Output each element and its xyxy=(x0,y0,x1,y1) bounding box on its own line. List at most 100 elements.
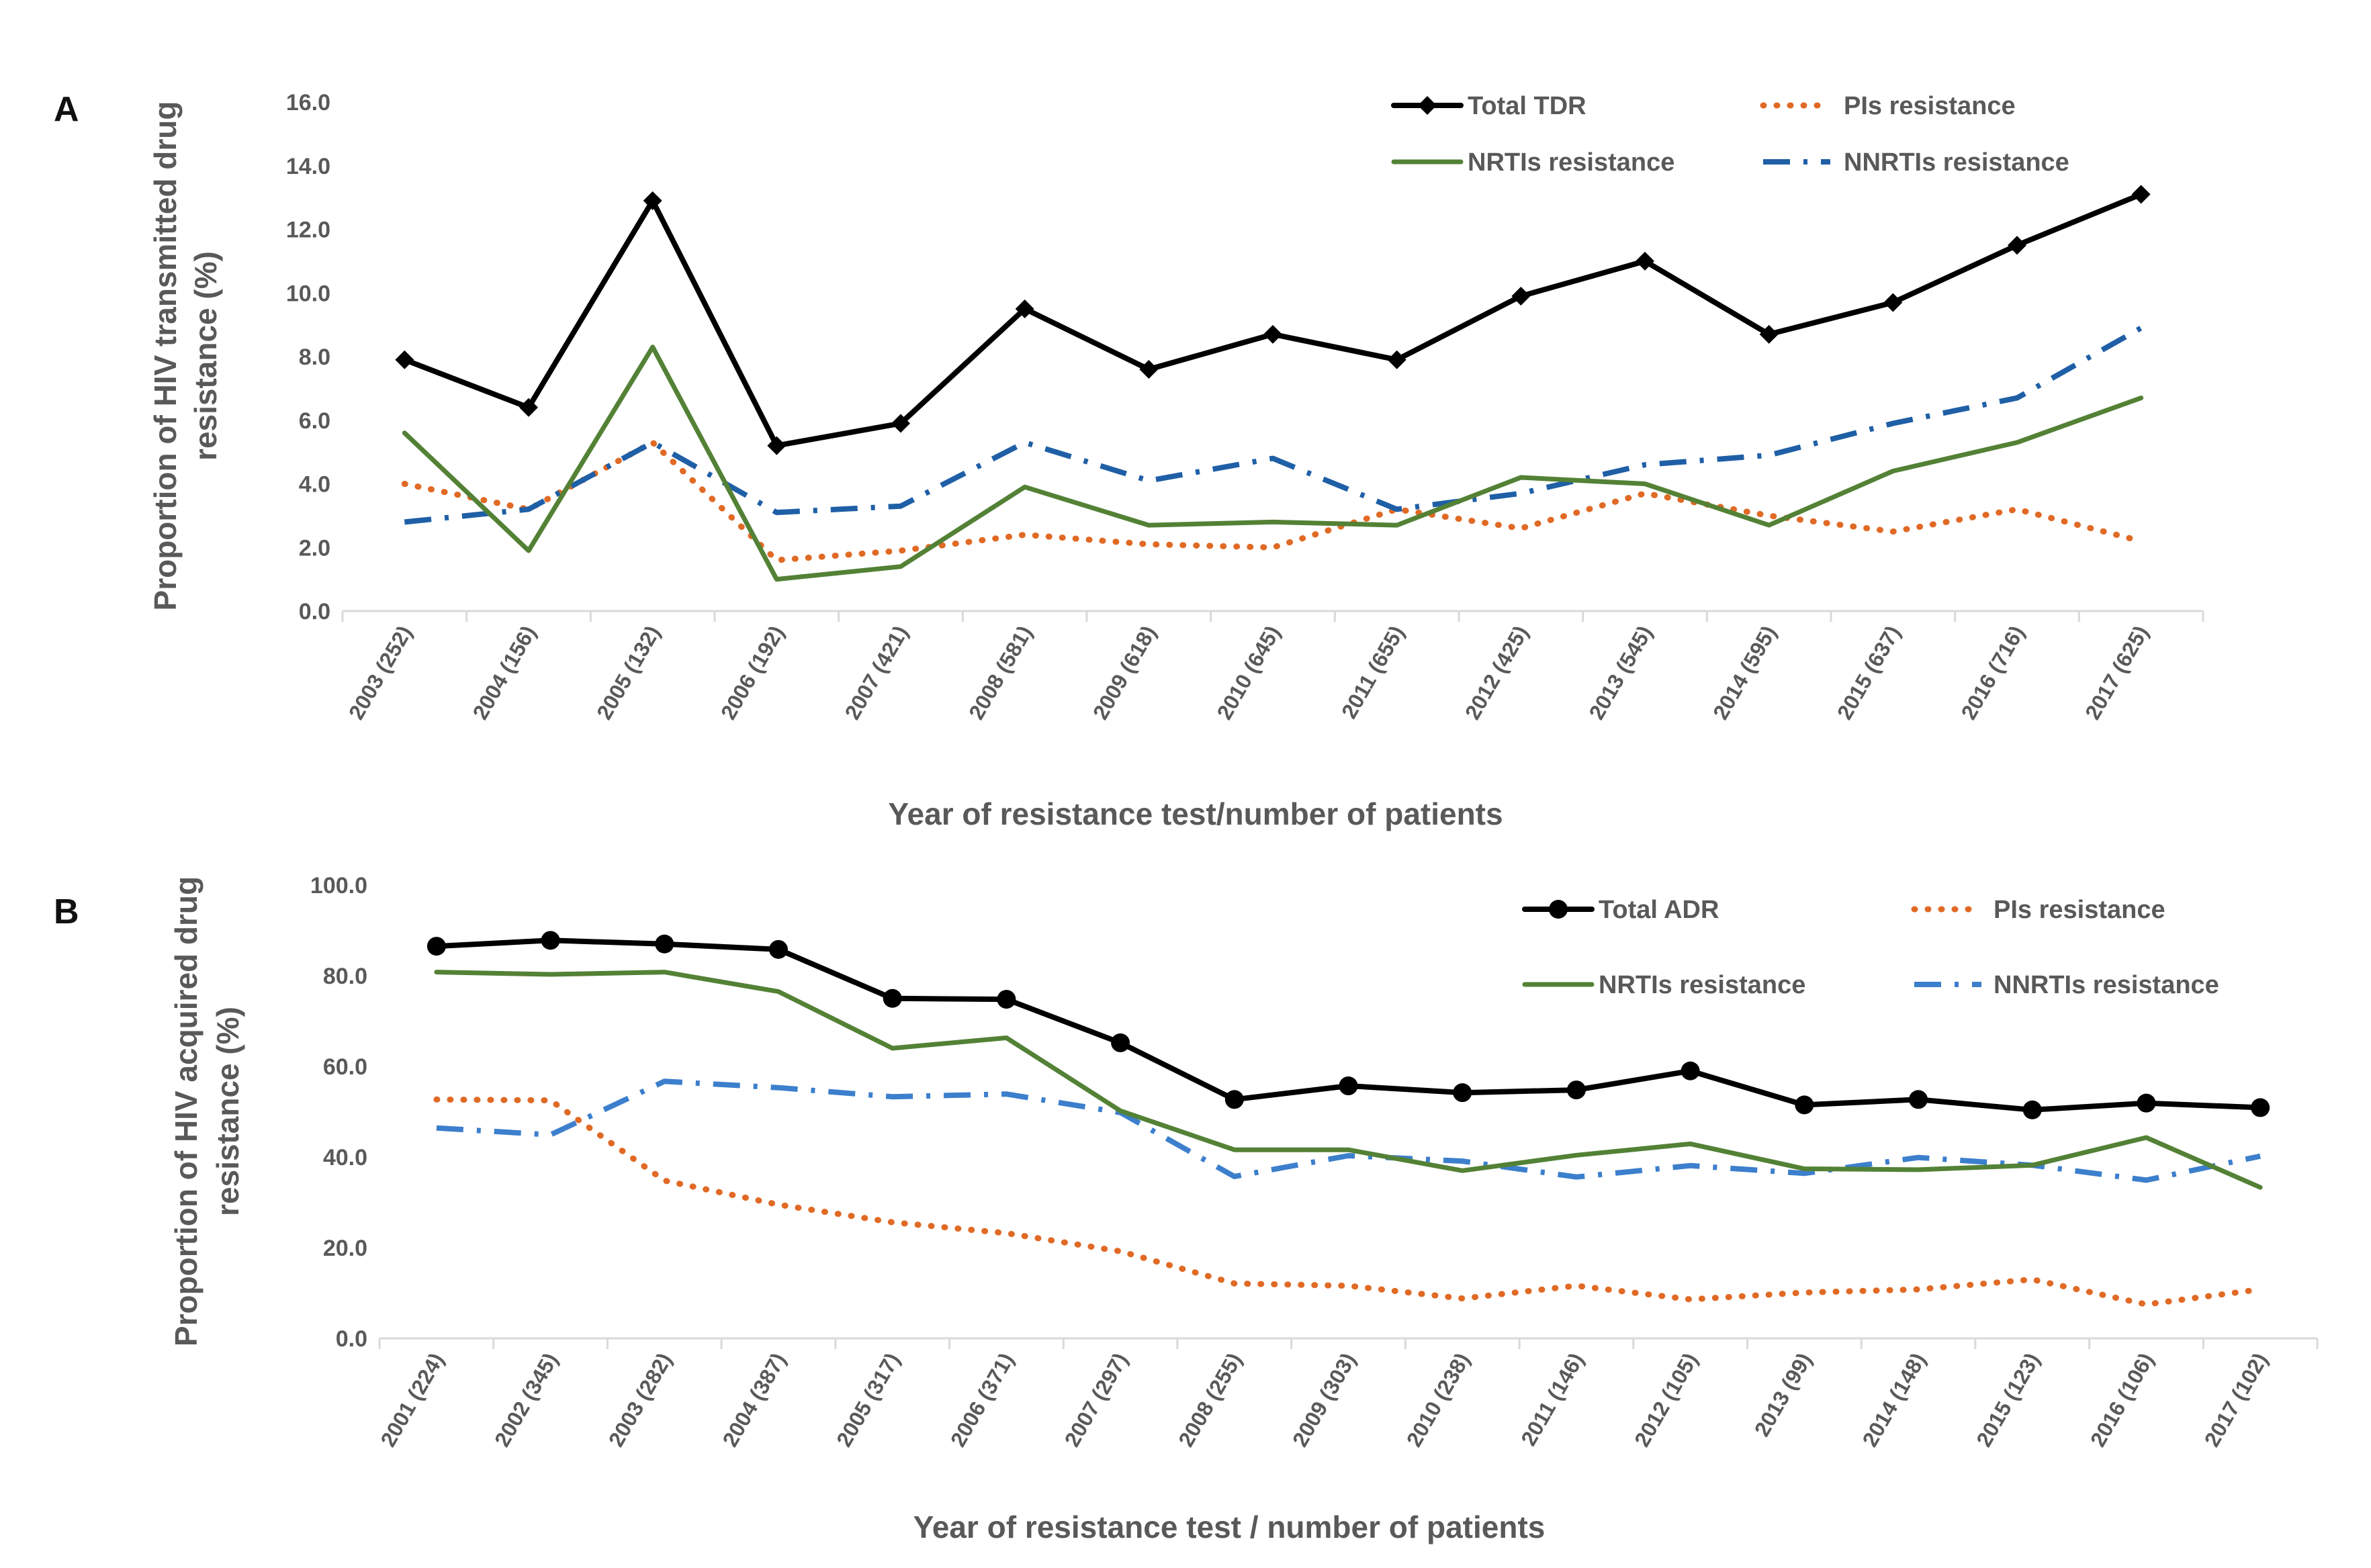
data-point-total xyxy=(2131,185,2151,204)
data-point-total xyxy=(891,414,910,433)
legend-label-total-adr: Total ADR xyxy=(1599,896,1719,924)
y-tick-label: 8.0 xyxy=(299,344,330,370)
x-tick-label: 2015 (123) xyxy=(1971,1349,2045,1451)
data-point-total xyxy=(2251,1098,2270,1117)
y-tick-label: 4.0 xyxy=(299,472,330,498)
data-point-total xyxy=(1263,324,1282,344)
x-tick-label: 2014 (595) xyxy=(1708,622,1781,724)
series-line-pis xyxy=(401,439,2145,563)
series-line-pis xyxy=(433,1096,2264,1307)
legend-label-total-tdr: Total TDR xyxy=(1468,92,1586,120)
data-point-total xyxy=(1566,1080,1586,1100)
x-tick-label: 2006 (192) xyxy=(716,622,789,724)
data-point-total xyxy=(1909,1090,1928,1109)
panel-b-x-axis-title: Year of resistance test / number of pati… xyxy=(913,1510,1546,1544)
y-tick-label: 14.0 xyxy=(286,154,330,179)
data-point-total xyxy=(1795,1095,1814,1115)
series-nnrtis_b xyxy=(436,1078,2261,1183)
panel-b-y-ticks: 0.0 20.0 40.0 60.0 80.0 100.0 xyxy=(310,873,367,1352)
data-point-total xyxy=(541,931,560,950)
panel-b-x-axis xyxy=(378,1337,2319,1349)
data-point-total xyxy=(1681,1061,1700,1080)
panel-a-x-ticks: 2003 (252) 2004 (156) 2005 (132) 2006 (192)… xyxy=(344,622,2153,724)
x-tick-label: 2003 (252) xyxy=(344,622,417,724)
x-tick-label: 2013 (99) xyxy=(1750,1349,1817,1441)
legend-item-nrtis-resistance: NRTIs resistance xyxy=(1391,148,1674,177)
legend-marker-total xyxy=(1418,96,1437,115)
data-point-total xyxy=(768,939,788,959)
x-tick-label: 2011 (146) xyxy=(1516,1349,1589,1450)
x-tick-label: 2004 (156) xyxy=(467,622,541,724)
legend-item-nrtis-resistance-b: NRTIs resistance xyxy=(1522,971,1805,999)
y-tick-label: 2.0 xyxy=(299,535,330,561)
x-tick-label: 2014 (148) xyxy=(1858,1349,1931,1451)
panel-a-x-axis xyxy=(341,610,2204,622)
panel-b-series xyxy=(427,931,2270,1307)
legend-item-pis-resistance: PIs resistance xyxy=(1760,92,2016,120)
data-point-total xyxy=(643,191,662,210)
x-tick-label: 2009 (303) xyxy=(1288,1349,1361,1451)
legend-marker-total xyxy=(1549,900,1568,919)
data-point-total xyxy=(1015,299,1034,318)
x-tick-label: 2005 (132) xyxy=(592,622,665,724)
y-tick-label: 16.0 xyxy=(286,90,330,116)
series-line-nnrtis_a xyxy=(404,325,2143,525)
legend-label-nrtis-resistance: NRTIs resistance xyxy=(1468,148,1674,177)
panel-b-legend: Total ADR PIs resistance NRTIs resistanc… xyxy=(1522,896,2219,999)
data-point-total xyxy=(1224,1090,1244,1109)
series-nrtis xyxy=(434,970,2263,1190)
legend-label-pis-resistance: PIs resistance xyxy=(1844,92,2016,120)
legend-label-nnrtis-resistance: NNRTIs resistance xyxy=(1844,148,2069,177)
data-point-total xyxy=(1759,324,1779,344)
x-tick-label: 2008 (581) xyxy=(964,622,1037,724)
data-point-total xyxy=(1139,359,1159,379)
panel-a-y-axis-title-line2: resistance (%) xyxy=(188,251,223,461)
data-point-total xyxy=(2022,1100,2042,1119)
legend-item-pis-resistance-b: PIs resistance xyxy=(1911,896,2165,924)
x-tick-label: 2017 (102) xyxy=(2200,1349,2273,1451)
data-point-total xyxy=(1387,350,1406,369)
y-tick-label: 20.0 xyxy=(323,1236,367,1261)
y-tick-label: 6.0 xyxy=(299,408,330,434)
y-tick-label: 12.0 xyxy=(286,218,330,243)
data-point-total xyxy=(1111,1033,1130,1052)
y-tick-label: 100.0 xyxy=(310,873,367,898)
data-point-total xyxy=(1883,293,1903,312)
x-tick-label: 2017 (625) xyxy=(2080,622,2153,724)
series-total xyxy=(395,185,2151,455)
x-tick-label: 2012 (425) xyxy=(1460,622,1533,724)
x-tick-label: 2013 (545) xyxy=(1584,622,1657,724)
y-tick-label: 60.0 xyxy=(323,1054,367,1080)
panel-a-y-ticks: 0.0 2.0 4.0 6.0 8.0 10.0 12.0 14.0 16.0 xyxy=(286,90,330,625)
y-tick-label: 0.0 xyxy=(336,1326,367,1352)
data-point-total xyxy=(767,436,787,455)
panel-a: A 0.0 2.0 4.0 6.0 8.0 10.0 12.0 14.0 16.0 2003 (… xyxy=(54,90,2204,831)
panel-b-letter: B xyxy=(54,892,79,931)
x-tick-label: 2007 (421) xyxy=(840,622,913,724)
x-tick-label: 2006 (371) xyxy=(946,1349,1019,1451)
panel-a-series xyxy=(395,185,2151,582)
series-line-nrtis xyxy=(434,970,2263,1190)
x-tick-label: 2005 (317) xyxy=(832,1349,905,1451)
y-tick-label: 80.0 xyxy=(323,964,367,989)
x-tick-label: 2003 (282) xyxy=(604,1349,677,1451)
y-tick-label: 0.0 xyxy=(299,599,330,625)
data-point-total xyxy=(883,988,902,1008)
legend-label-nnrtis-resistance-b: NNRTIs resistance xyxy=(1994,971,2219,999)
data-point-total xyxy=(655,934,674,954)
data-point-total xyxy=(519,398,538,417)
x-tick-label: 2008 (255) xyxy=(1173,1349,1247,1451)
series-line-total xyxy=(402,191,2144,449)
data-point-total xyxy=(1339,1076,1358,1096)
data-point-total xyxy=(2008,236,2026,255)
x-tick-label: 2009 (618) xyxy=(1088,622,1161,724)
x-tick-label: 2011 (655) xyxy=(1337,622,1409,723)
panel-b-x-ticks: 2001 (224) 2002 (345) 2003 (282) 2004 (387)… xyxy=(375,1349,2272,1451)
legend-item-nnrtis-resistance: NNRTIs resistance xyxy=(1763,148,2069,177)
x-tick-label: 2012 (105) xyxy=(1629,1349,1703,1451)
series-line-nrtis xyxy=(402,344,2144,582)
x-tick-label: 2016 (716) xyxy=(1956,622,2029,724)
legend-label-nrtis-resistance-b: NRTIs resistance xyxy=(1599,971,1805,999)
